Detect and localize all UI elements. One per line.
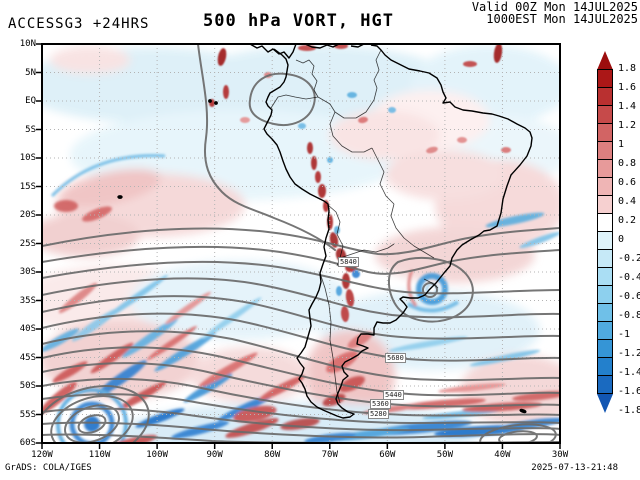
- colorbar-segment: [597, 123, 613, 142]
- colorbar-label: 1.2: [618, 120, 637, 131]
- colorbar-label: -1.2: [618, 348, 640, 359]
- lat-tick-label: 35S: [19, 295, 36, 306]
- colorbar-segment: [597, 285, 613, 304]
- lon-tick-label: 80W: [264, 450, 281, 460]
- colorbar-label: -0.6: [618, 291, 640, 302]
- lat-tick-label: 15S: [19, 181, 36, 192]
- lon-tick-label: 50W: [436, 450, 453, 460]
- lat-tick-label: 5S: [25, 124, 36, 135]
- lon-tick-label: 30W: [551, 450, 569, 460]
- colorbar-segment: [597, 249, 613, 268]
- colorbar-segment: [597, 357, 613, 376]
- country-borders: [270, 49, 439, 404]
- grads-credit: GrADS: COLA/IGES: [5, 463, 92, 473]
- colorbar-label: -1: [618, 329, 631, 340]
- creation-timestamp: 2025-07-13-21:48: [531, 463, 618, 473]
- colorbar-label: 0.6: [618, 177, 637, 188]
- lat-tick-label: 10S: [19, 153, 36, 163]
- colorbar-segment: [597, 195, 613, 214]
- colorbar-label: 0: [618, 234, 625, 245]
- valid-time-local: 1000EST Mon 14JUL2025: [486, 12, 638, 26]
- lat-tick-label: 30S: [19, 267, 36, 277]
- colorbar-segment: [597, 69, 613, 88]
- colorbar-arrow-bottom: [597, 394, 613, 413]
- height-contour-label: 5280: [368, 409, 389, 419]
- colorbar-label: 0.8: [618, 158, 637, 169]
- lon-tick-label: 60W: [379, 450, 396, 460]
- colorbar-label: 1: [618, 139, 625, 150]
- lon-tick-label: 40W: [494, 450, 511, 460]
- colorbar-label: -1.4: [618, 367, 640, 378]
- colorbar-label: 1.6: [618, 82, 637, 93]
- lat-tick-label: 40S: [19, 324, 36, 334]
- colorbar-segment: [597, 267, 613, 286]
- colorbar-arrow-top: [597, 51, 613, 70]
- colorbar-segment: [597, 231, 613, 250]
- colorbar-label: -1.6: [618, 386, 640, 397]
- lat-tick-label: 50S: [19, 381, 36, 391]
- colorbar-label: -0.8: [618, 310, 640, 321]
- lat-tick-label: 10N: [19, 39, 36, 49]
- colorbar-label: 1.4: [618, 101, 637, 112]
- lon-tick-label: 90W: [206, 450, 223, 460]
- lon-tick-label: 70W: [321, 450, 338, 460]
- chart-title: 500 hPa VORT, HGT: [203, 11, 394, 31]
- lat-tick-label: 20S: [19, 210, 36, 220]
- height-contour-label: 5840: [338, 257, 359, 267]
- colorbar-segment: [597, 321, 613, 340]
- valid-time-block: Valid 00Z Mon 14JUL2025 1000EST Mon 14JU…: [472, 1, 638, 25]
- model-run-label: ACCESSG3 +24HRS: [8, 16, 150, 32]
- lat-tick-label: 60S: [19, 438, 36, 448]
- colorbar-segment: [597, 159, 613, 178]
- valid-time-utc: Valid 00Z Mon 14JUL2025: [471, 0, 638, 14]
- colorbar-segment: [597, 375, 613, 394]
- colorbar-segment: [597, 177, 613, 196]
- colorbar-segment: [597, 213, 613, 232]
- colorbar-segment: [597, 339, 613, 358]
- colorbar-label: 1.8: [618, 63, 637, 74]
- height-contour-label: 5680: [385, 353, 406, 363]
- lat-tick-label: 45S: [19, 352, 36, 363]
- lat-tick-label: EQ: [25, 96, 36, 106]
- colorbar-segment: [597, 141, 613, 160]
- colorbar-label: 0.4: [618, 196, 637, 207]
- colorbar-segment: [597, 105, 613, 124]
- lon-tick-label: 110W: [88, 450, 111, 460]
- colorbar-label: -1.8: [618, 405, 640, 416]
- lon-tick-label: 100W: [146, 450, 168, 460]
- colorbar-label: 0.2: [618, 215, 637, 226]
- height-contour-label: 5360: [370, 399, 391, 409]
- height-contour-label: 5440: [383, 390, 404, 400]
- lat-tick-label: 5N: [25, 67, 36, 78]
- colorbar-segment: [597, 87, 613, 106]
- colorbar-label: -0.2: [618, 253, 640, 264]
- colorbar-label: -0.4: [618, 272, 640, 283]
- axis-ticks: [36, 43, 561, 449]
- height-contours: [42, 44, 560, 443]
- lat-tick-label: 55S: [19, 409, 36, 420]
- colorbar-segment: [597, 303, 613, 322]
- lat-tick-label: 25S: [19, 238, 36, 249]
- lon-tick-label: 120W: [31, 450, 53, 460]
- vorticity-colorbar: 1.8 1.6 1.4 1.2 1 0.8 0.6 0.4 0.2 0 -0.2 -0.4 -0.6 -0…: [597, 51, 640, 416]
